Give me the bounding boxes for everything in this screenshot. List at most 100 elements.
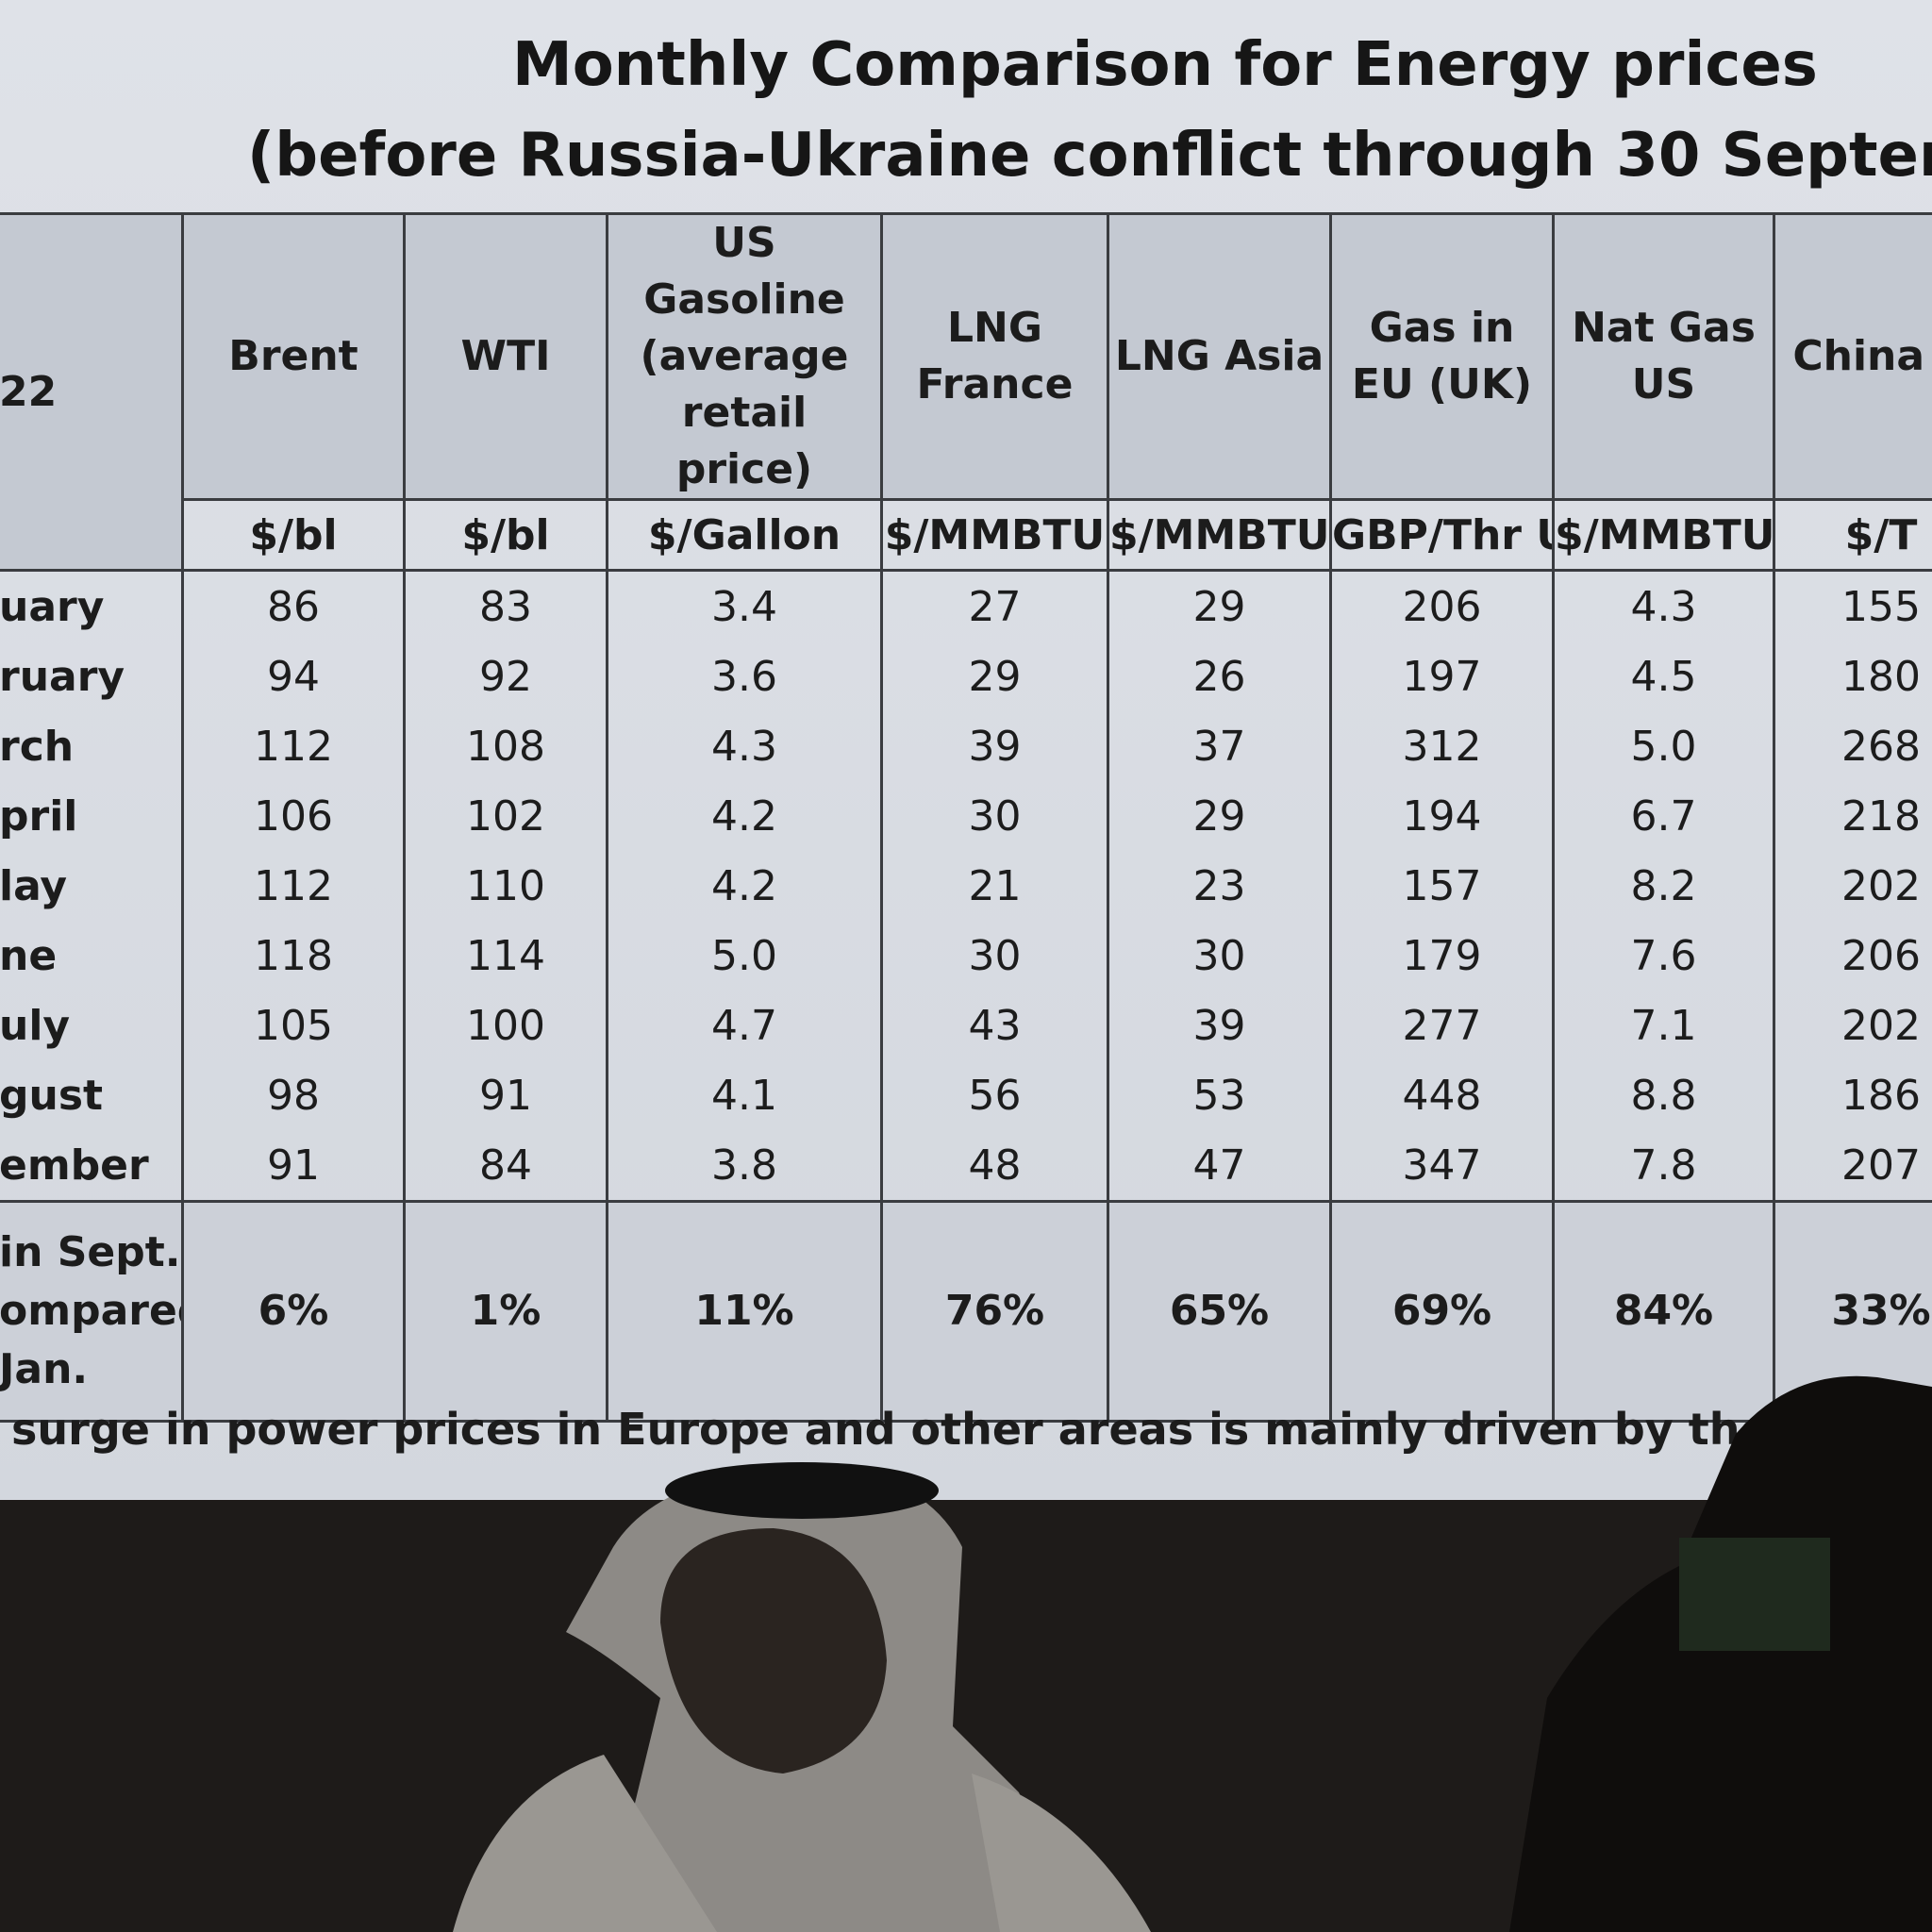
data-cell: 218 [1773, 781, 1932, 851]
footer-note: surge in power prices in Europe and othe… [11, 1404, 1932, 1455]
column-header: US Gasoline (average retail price) [606, 212, 883, 501]
row-label: pril [0, 781, 184, 851]
data-cell: 91 [181, 1130, 406, 1202]
unit-row: $/bl $/bl $/Gallon $/MMBTU $/MMBTU GBP/Thr U $… [0, 498, 1932, 572]
person-silhouette [1509, 1375, 1932, 1932]
data-cell: 7.8 [1552, 1130, 1775, 1202]
summary-cell: 11% [606, 1200, 883, 1423]
data-cell: 4.5 [1552, 641, 1775, 711]
column-header: China C [1773, 212, 1932, 501]
data-cell: 194 [1329, 781, 1555, 851]
data-cell: 98 [181, 1060, 406, 1130]
unit-cell: $/bl [403, 498, 608, 572]
person-shoulders [453, 1755, 1151, 1932]
data-cell: 202 [1773, 851, 1932, 921]
row-label: lay [0, 851, 184, 921]
data-cell: 3.6 [606, 641, 883, 711]
data-cell: 4.7 [606, 991, 883, 1060]
data-row: uary 86 83 3.4 27 29 206 4.3 155 [0, 570, 1932, 641]
unit-cell: $/MMBTU [1552, 498, 1775, 572]
data-cell: 186 [1773, 1060, 1932, 1130]
data-row: pril 106 102 4.2 30 29 194 6.7 218 [0, 781, 1932, 851]
title-line: Monthly Comparison for Energy prices [512, 30, 1818, 100]
data-cell: 5.0 [606, 921, 883, 991]
unit-cell: $/MMBTU [880, 498, 1109, 572]
data-cell: 48 [880, 1130, 1109, 1202]
data-cell: 83 [403, 570, 608, 641]
data-cell: 27 [880, 570, 1109, 641]
data-cell: 53 [1107, 1060, 1332, 1130]
data-cell: 312 [1329, 711, 1555, 781]
summary-label-line: in Sept. [0, 1228, 181, 1276]
column-header: LNG Asia [1107, 212, 1332, 501]
data-cell: 29 [1107, 781, 1332, 851]
data-row: uly 105 100 4.7 43 39 277 7.1 202 [0, 991, 1932, 1060]
data-cell: 47 [1107, 1130, 1332, 1202]
data-cell: 157 [1329, 851, 1555, 921]
data-cell: 100 [403, 991, 608, 1060]
data-cell: 30 [880, 781, 1109, 851]
column-header: Brent [181, 212, 406, 501]
data-cell: 94 [181, 641, 406, 711]
header-row: 22 Brent WTI US Gasoline (average retail pr… [0, 212, 1932, 572]
price-table: 22 Brent WTI US Gasoline (average retail pr… [0, 212, 1932, 1423]
data-cell: 106 [181, 781, 406, 851]
unit-cell: $/bl [181, 498, 406, 572]
summary-cell: 1% [403, 1200, 608, 1423]
corner-cell: 22 [0, 212, 184, 572]
title-line: (before Russia-Ukraine conflict through … [247, 121, 1932, 191]
data-cell: 102 [403, 781, 608, 851]
flag-sign [1679, 1538, 1830, 1651]
data-cell: 4.1 [606, 1060, 883, 1130]
data-cell: 108 [403, 711, 608, 781]
data-cell: 8.8 [1552, 1060, 1775, 1130]
column-header: LNG France [880, 212, 1109, 501]
data-cell: 206 [1329, 570, 1555, 641]
data-cell: 43 [880, 991, 1109, 1060]
row-label: uary [0, 570, 184, 641]
data-cell: 118 [181, 921, 406, 991]
unit-cell: $/Gallon [606, 498, 883, 572]
data-cell: 179 [1329, 921, 1555, 991]
data-row: rch 112 108 4.3 39 37 312 5.0 268 [0, 711, 1932, 781]
row-label: ember [0, 1130, 184, 1202]
column-header: WTI [403, 212, 608, 501]
summary-cell: 65% [1107, 1200, 1332, 1423]
unit-cell: $/T [1773, 498, 1932, 572]
data-cell: 21 [880, 851, 1109, 921]
data-cell: 3.8 [606, 1130, 883, 1202]
data-cell: 7.6 [1552, 921, 1775, 991]
data-cell: 30 [880, 921, 1109, 991]
unit-cell: GBP/Thr U [1329, 498, 1555, 572]
data-cell: 4.3 [1552, 570, 1775, 641]
data-cell: 110 [403, 851, 608, 921]
data-row: ruary 94 92 3.6 29 26 197 4.5 180 [0, 641, 1932, 711]
data-cell: 206 [1773, 921, 1932, 991]
summary-cell: 76% [880, 1200, 1109, 1423]
data-cell: 30 [1107, 921, 1332, 991]
data-cell: 3.4 [606, 570, 883, 641]
data-cell: 39 [1107, 991, 1332, 1060]
data-cell: 84 [403, 1130, 608, 1202]
row-label: ruary [0, 641, 184, 711]
row-label: gust [0, 1060, 184, 1130]
data-cell: 207 [1773, 1130, 1932, 1202]
data-cell: 268 [1773, 711, 1932, 781]
data-cell: 180 [1773, 641, 1932, 711]
data-cell: 112 [181, 851, 406, 921]
row-label: rch [0, 711, 184, 781]
person-agal [665, 1462, 939, 1519]
data-cell: 26 [1107, 641, 1332, 711]
unit-cell: $/MMBTU [1107, 498, 1332, 572]
summary-label: in Sept. ompared Jan. [0, 1200, 184, 1423]
column-header: Gas in EU (UK) [1329, 212, 1555, 501]
data-cell: 92 [403, 641, 608, 711]
data-row: gust 98 91 4.1 56 53 448 8.8 186 [0, 1060, 1932, 1130]
data-cell: 114 [403, 921, 608, 991]
column-header: Nat Gas US [1552, 212, 1775, 501]
data-cell: 37 [1107, 711, 1332, 781]
data-cell: 29 [880, 641, 1109, 711]
projection-screen: Monthly Comparison for Energy prices (be… [0, 0, 1932, 1500]
